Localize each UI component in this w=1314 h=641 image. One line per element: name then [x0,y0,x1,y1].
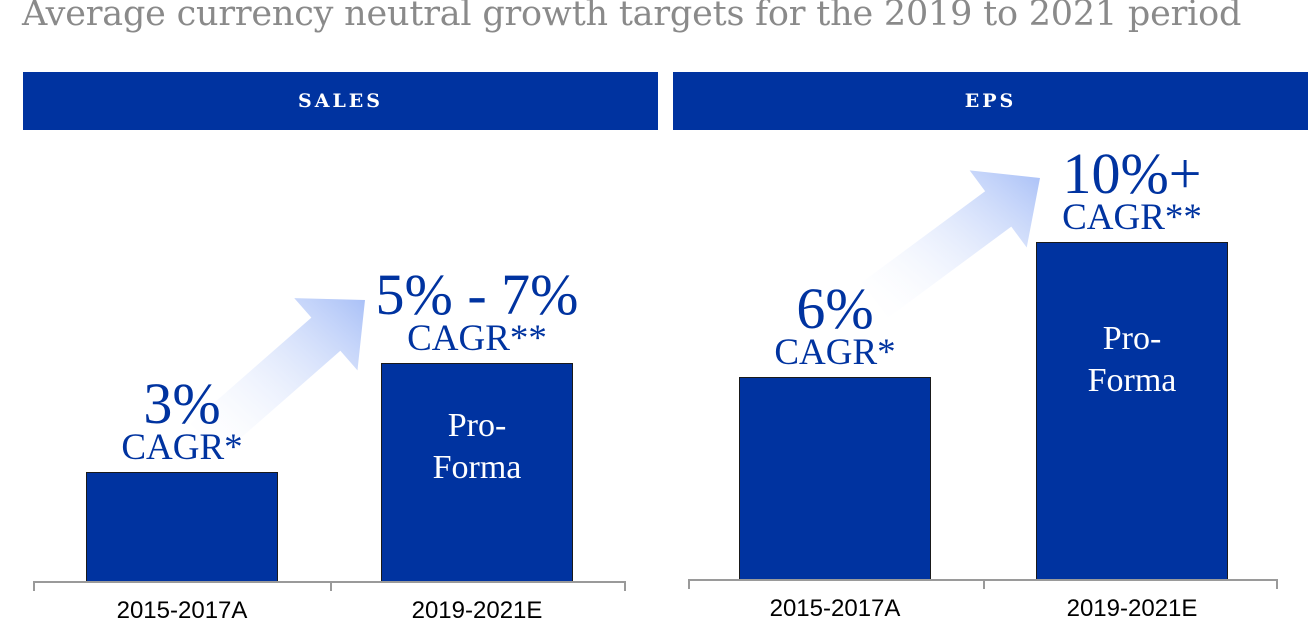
eps-axis-tick [688,579,690,589]
value-sub: CAGR* [121,427,243,468]
sales-value-label: 5% - 7% CAGR** [321,262,633,359]
sales-bar-2015-2017A [86,472,278,581]
eps-axis-tick [983,579,985,589]
sales-growth-arrow [190,298,365,457]
eps-growth-arrow [861,170,1040,318]
sales-panel-header: SALES [23,72,658,130]
eps-bar-2015-2017A [739,377,931,579]
value-sub: CAGR** [407,318,547,359]
value-main: 6% [796,276,874,341]
eps-category-label: 2019-2021E [1066,595,1198,622]
eps-panel-header: EPS [673,72,1308,130]
page-subtitle: Average currency neutral growth targets … [22,0,1242,34]
sales-category-label: 2019-2021E [411,597,543,624]
value-main: 3% [143,371,221,436]
sales-category-label: 2015-2017A [116,597,248,624]
value-main: 5% - 7% [375,262,579,327]
sales-axis-tick [329,581,332,591]
bar-inner-label: Pro- Forma [432,407,522,487]
eps-axis-tick [1276,579,1278,589]
sales-axis-tick [33,581,35,591]
sales-axis-tick [624,581,626,591]
bar-inner-label: Pro- Forma [1087,319,1177,399]
eps-bar-2019-2021E: Pro- Forma [1036,242,1228,579]
value-main: 10%+ [1062,141,1202,207]
value-sub: CAGR** [1062,197,1202,239]
sales-bar-2019-2021E: Pro- Forma [381,363,573,581]
eps-category-label: 2015-2017A [769,595,901,622]
eps-value-label: 6% CAGR* [679,276,991,373]
eps-value-label: 10%+ CAGR** [976,141,1288,239]
sales-value-label: 3% CAGR* [26,371,338,468]
value-sub: CAGR* [774,332,896,373]
